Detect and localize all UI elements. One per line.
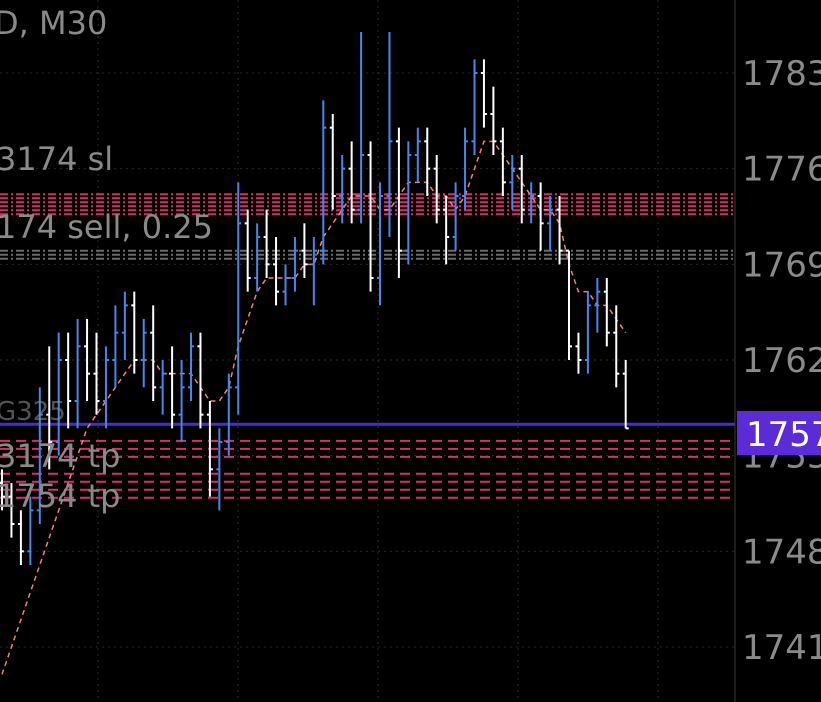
- price-axis-label: 1762: [742, 341, 821, 381]
- symbol-timeframe-label: D, M30: [0, 4, 107, 42]
- price-bar: [254, 223, 261, 292]
- price-bar: [140, 319, 147, 388]
- price-axis-label: 1776: [742, 150, 821, 190]
- price-bar: [159, 360, 166, 415]
- price-bar: [462, 127, 469, 210]
- price-bar: [263, 209, 270, 278]
- price-bar: [490, 86, 497, 155]
- price-bar: [282, 264, 289, 306]
- price-bar: [206, 401, 213, 497]
- price-bar: [244, 209, 251, 292]
- price-bar: [273, 237, 280, 306]
- price-bar: [216, 428, 223, 511]
- price-bar: [131, 291, 138, 374]
- price-bar: [0, 469, 5, 511]
- price-bar: [8, 483, 15, 538]
- price-bar: [613, 305, 620, 388]
- price-bar: [603, 278, 610, 347]
- order-label-partial: G325: [0, 397, 66, 427]
- price-bar: [225, 373, 232, 456]
- price-bar: [395, 127, 402, 278]
- chart-grid: [0, 0, 735, 702]
- price-bar: [121, 291, 128, 360]
- price-bar: [93, 332, 100, 415]
- price-bar: [301, 223, 308, 278]
- order-label-tp-1: 3174 tp: [0, 437, 120, 475]
- price-bar: [537, 182, 544, 251]
- price-bar: [566, 249, 572, 360]
- price-bar: [622, 360, 629, 430]
- price-bar: [102, 346, 109, 429]
- price-bar: [84, 319, 91, 401]
- price-bar: [348, 141, 355, 224]
- price-bar: [386, 32, 393, 237]
- price-bar: [528, 182, 535, 224]
- price-bar: [235, 182, 242, 415]
- price-bar: [65, 332, 72, 429]
- price-bar: [556, 196, 563, 265]
- price-bar: [518, 155, 525, 224]
- price-bar: [112, 305, 119, 388]
- price-bar: [575, 332, 582, 374]
- price-bar: [339, 155, 346, 224]
- price-bar: [169, 346, 176, 429]
- price-bar: [414, 127, 421, 183]
- price-bar: [471, 59, 478, 155]
- price-bar: [150, 305, 157, 401]
- order-levels: [0, 193, 735, 499]
- price-bars: [0, 32, 629, 565]
- price-bar: [424, 127, 431, 196]
- price-bar: [178, 360, 185, 442]
- price-bar: [27, 496, 34, 565]
- order-label-sell: 174 sell, 0.25: [0, 208, 213, 246]
- price-bar: [188, 332, 194, 401]
- price-bar: [499, 127, 506, 196]
- price-bar: [433, 155, 440, 224]
- price-bar: [74, 319, 81, 429]
- price-bar: [17, 510, 24, 565]
- price-bar: [509, 155, 516, 210]
- order-label-sl: 3174 sl: [0, 140, 113, 178]
- price-bar: [377, 182, 383, 306]
- price-bar: [367, 141, 374, 292]
- price-bar: [46, 346, 53, 470]
- price-bar: [329, 114, 336, 210]
- price-bar: [584, 291, 591, 374]
- price-bar: [443, 196, 450, 265]
- current-price-label: 1757: [746, 415, 821, 455]
- price-axis-label: 1783: [742, 54, 821, 94]
- price-bar: [358, 32, 365, 224]
- price-bar: [36, 387, 43, 524]
- price-bar: [594, 278, 601, 333]
- price-bar: [310, 237, 317, 306]
- price-bar: [480, 59, 487, 128]
- price-bar: [405, 141, 412, 265]
- price-bar: [291, 237, 298, 292]
- price-bar: [55, 332, 62, 456]
- order-label-tp-2: 1754 tp: [0, 477, 120, 515]
- price-bar: [452, 182, 459, 251]
- current-price-tag: [737, 411, 821, 455]
- price-axis-label: 1741: [742, 628, 821, 668]
- price-bar: [197, 332, 204, 429]
- price-axis-label: 1769: [742, 245, 821, 285]
- price-bar: [547, 196, 554, 251]
- price-bar: [320, 100, 327, 265]
- price-axis-label: 1748: [742, 532, 821, 572]
